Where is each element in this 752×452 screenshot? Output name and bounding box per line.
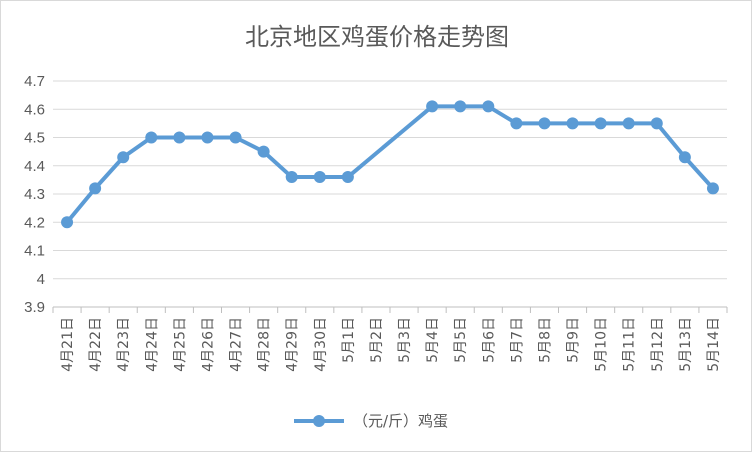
data-point [61, 216, 74, 229]
data-point [510, 117, 523, 130]
data-point [117, 151, 130, 164]
x-tick-label: 5月8日 [537, 317, 553, 363]
x-tick-label: 4月27日 [229, 317, 245, 372]
x-tick-label: 5月3日 [397, 317, 413, 363]
data-point [313, 171, 326, 184]
data-point [538, 117, 551, 130]
x-tick-label: 5月4日 [425, 317, 441, 363]
x-tick-label: 5月10日 [594, 317, 610, 372]
x-tick-label: 4月28日 [257, 317, 273, 372]
legend-marker-swatch [313, 415, 325, 427]
x-tick-label: 5月5日 [453, 317, 469, 363]
data-point [89, 182, 102, 195]
series-line [65, 104, 715, 225]
data-point [229, 131, 242, 144]
y-tick-label: 4.5 [24, 130, 45, 147]
y-tick-label: 4.2 [24, 214, 45, 231]
x-tick-label: 5月14日 [706, 317, 722, 372]
x-tick-label: 5月7日 [509, 317, 525, 363]
y-tick-label: 4.4 [24, 158, 45, 175]
data-point [706, 182, 719, 195]
x-tick-label: 5月9日 [566, 317, 582, 363]
y-tick-label: 4 [37, 271, 45, 288]
data-point [622, 117, 635, 130]
y-tick-label: 4.3 [24, 186, 45, 203]
data-point [650, 117, 663, 130]
y-tick-label: 4.6 [24, 101, 45, 118]
data-point [257, 145, 270, 158]
gridlines [53, 80, 727, 280]
x-tick-label: 4月22日 [88, 317, 104, 372]
data-point [145, 131, 158, 144]
x-tick-label: 4月30日 [313, 317, 329, 372]
x-tick-label: 5月2日 [369, 317, 385, 363]
x-tick-label: 4月26日 [200, 317, 216, 372]
series-layer [61, 100, 719, 229]
legend-series-label: （元/斤）鸡蛋 [353, 412, 448, 430]
data-point [594, 117, 607, 130]
data-point [341, 171, 354, 184]
x-tick-label: 5月13日 [678, 317, 694, 372]
y-tick-label: 4.7 [24, 73, 45, 90]
x-tick-label: 5月6日 [481, 317, 497, 363]
x-tick-label: 5月11日 [622, 317, 638, 372]
data-point [566, 117, 579, 130]
chart-title: 北京地区鸡蛋价格走势图 [245, 23, 509, 51]
data-point [482, 100, 495, 113]
x-tick-label: 4月25日 [172, 317, 188, 372]
data-point [426, 100, 439, 113]
data-point [201, 131, 214, 144]
y-tick-label: 3.9 [24, 299, 45, 316]
x-tick-label: 4月24日 [144, 317, 160, 372]
x-tick-label: 5月1日 [341, 317, 357, 363]
data-point [454, 100, 467, 113]
data-point [173, 131, 186, 144]
data-point [678, 151, 691, 164]
x-tick-label: 4月21日 [60, 317, 76, 372]
x-tick-label: 5月12日 [650, 317, 666, 372]
legend: （元/斤）鸡蛋 [294, 412, 448, 430]
y-tick-label: 4.1 [24, 243, 45, 260]
x-tick-label: 4月29日 [285, 317, 301, 372]
x-tick-label: 4月23日 [116, 317, 132, 372]
axes: 3.9 4 4.1 4.2 4.3 4.4 4.5 4.6 4.7 4月21日 4月22日 4月23日… [24, 73, 728, 372]
data-point [285, 171, 298, 184]
